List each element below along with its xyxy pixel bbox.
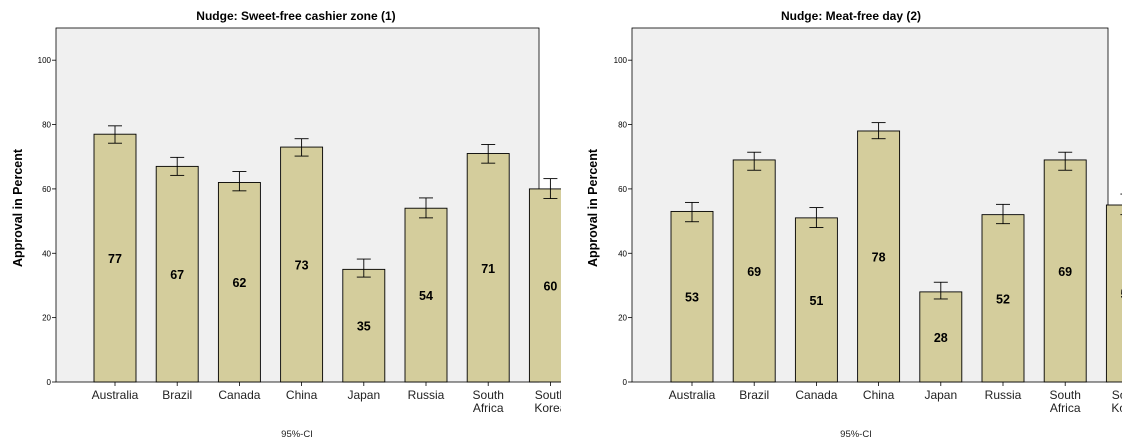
x-axis-footnote: 95%-CI [281,429,313,440]
y-axis-label: Approval in Percent [11,148,25,267]
bar [217,182,261,383]
y-tick-label: 60 [42,185,51,194]
y-tick-label: 80 [618,121,627,130]
data-label: 77 [108,252,122,266]
data-label: 53 [685,291,699,305]
bar [404,207,448,383]
category-label: Canada [795,388,837,402]
category-label: Africa [1050,401,1081,415]
category-label: South [1112,388,1122,402]
y-tick-label: 0 [47,378,52,387]
chart-sweet-free-cashier-zone: Nudge: Sweet-free cashier zone (1) Appro… [11,9,561,440]
bar [919,291,963,383]
bar [857,130,901,383]
data-label: 78 [872,250,886,264]
bar [1105,204,1122,383]
y-tick-label: 20 [618,314,627,323]
y-tick-label: 0 [623,378,628,387]
category-label: Brazil [162,388,192,402]
data-label: 69 [747,265,761,279]
data-label: 35 [357,320,371,334]
bar [794,217,838,383]
y-tick-label: 80 [42,121,51,130]
bar [280,146,324,383]
category-label: Korea [1111,401,1122,415]
y-tick-label: 40 [618,249,627,258]
chart-title: Nudge: Meat-free day (2) [781,9,921,23]
data-label: 54 [419,289,433,303]
chart-meat-free-day: Nudge: Meat-free day (2) Approval in Per… [586,9,1122,440]
category-label: South [1050,388,1081,402]
category-label: Russia [408,388,445,402]
y-tick-label: 20 [42,314,51,323]
category-label: South [535,388,561,402]
data-label: 67 [170,268,184,282]
category-label: China [286,388,318,402]
data-label: 71 [481,262,495,276]
chart-title: Nudge: Sweet-free cashier zone (1) [196,9,395,23]
y-tick-label: 100 [614,56,628,65]
category-label: Canada [218,388,260,402]
data-label: 73 [295,259,309,273]
bar [342,268,386,383]
bar [93,133,137,383]
data-label: 28 [934,331,948,345]
category-label: Australia [92,388,139,402]
category-label: South [473,388,504,402]
category-label: Japan [347,388,380,402]
y-axis-label: Approval in Percent [586,148,600,267]
data-label: 51 [809,294,823,308]
category-label: Korea [534,401,561,415]
bar [732,159,776,383]
data-label: 69 [1058,265,1072,279]
data-label: 52 [996,292,1010,306]
category-label: China [863,388,895,402]
x-axis-footnote: 95%-CI [840,429,872,440]
category-label: Russia [985,388,1022,402]
y-tick-label: 60 [618,185,627,194]
data-label: 62 [232,276,246,290]
category-label: Japan [924,388,957,402]
data-label: 60 [543,279,557,293]
category-label: Africa [473,401,504,415]
bar [670,210,714,383]
data-label: 55 [1120,288,1122,302]
category-label: Brazil [739,388,769,402]
category-label: Australia [669,388,716,402]
y-tick-label: 40 [42,249,51,258]
y-tick-label: 100 [38,56,52,65]
